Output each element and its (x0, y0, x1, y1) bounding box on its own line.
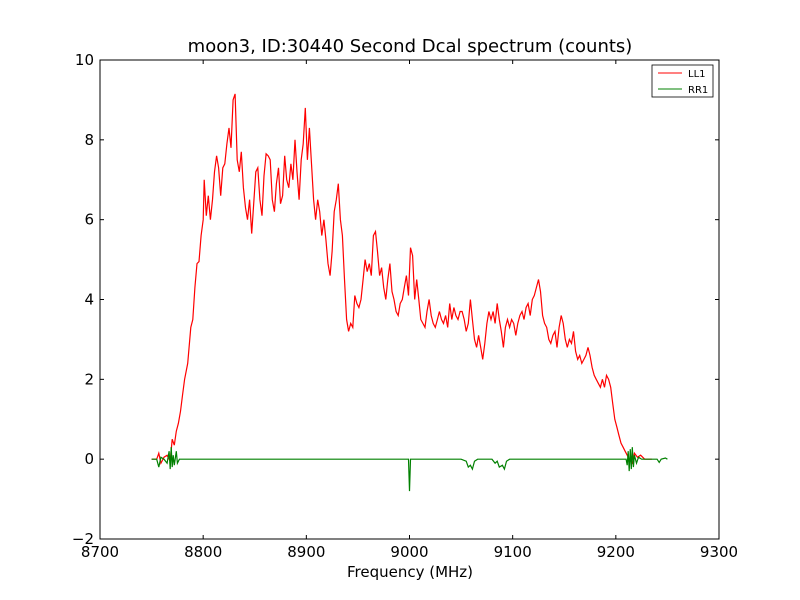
y-tick-label: −2 (72, 530, 94, 548)
series-layer (151, 93, 668, 492)
x-axis-label: Frequency (MHz) (347, 563, 473, 581)
plot-frame (99, 59, 720, 540)
series-line-ll1 (151, 93, 652, 465)
x-tick-label: 8900 (287, 543, 325, 561)
x-tick-label: 9200 (597, 543, 635, 561)
x-tick-label: 9300 (700, 543, 738, 561)
ticks-layer: 8700 8800 8900 9000 9100 9200 9300 −2 0 2 4 6 8 10 (72, 51, 738, 561)
y-tick-label: 10 (75, 51, 94, 69)
y-tick-label: 2 (84, 370, 94, 388)
chart-title: moon3, ID:30440 Second Dcal spectrum (co… (188, 36, 633, 57)
legend-label-ll1: LL1 (688, 69, 706, 80)
y-tick-label: 0 (84, 450, 94, 468)
x-tick-label: 9100 (494, 543, 532, 561)
y-tick-label: 6 (84, 211, 94, 229)
y-tick-label: 8 (84, 131, 94, 149)
legend-label-rr1: RR1 (688, 85, 708, 96)
x-tick-label: 9000 (390, 543, 428, 561)
series-line-rr1 (151, 447, 668, 492)
y-tick-label: 4 (84, 291, 94, 309)
legend-box (651, 64, 714, 98)
x-tick-label: 8800 (184, 543, 222, 561)
legend: LL1 RR1 (651, 64, 714, 98)
x-tick-label: 8700 (81, 543, 119, 561)
